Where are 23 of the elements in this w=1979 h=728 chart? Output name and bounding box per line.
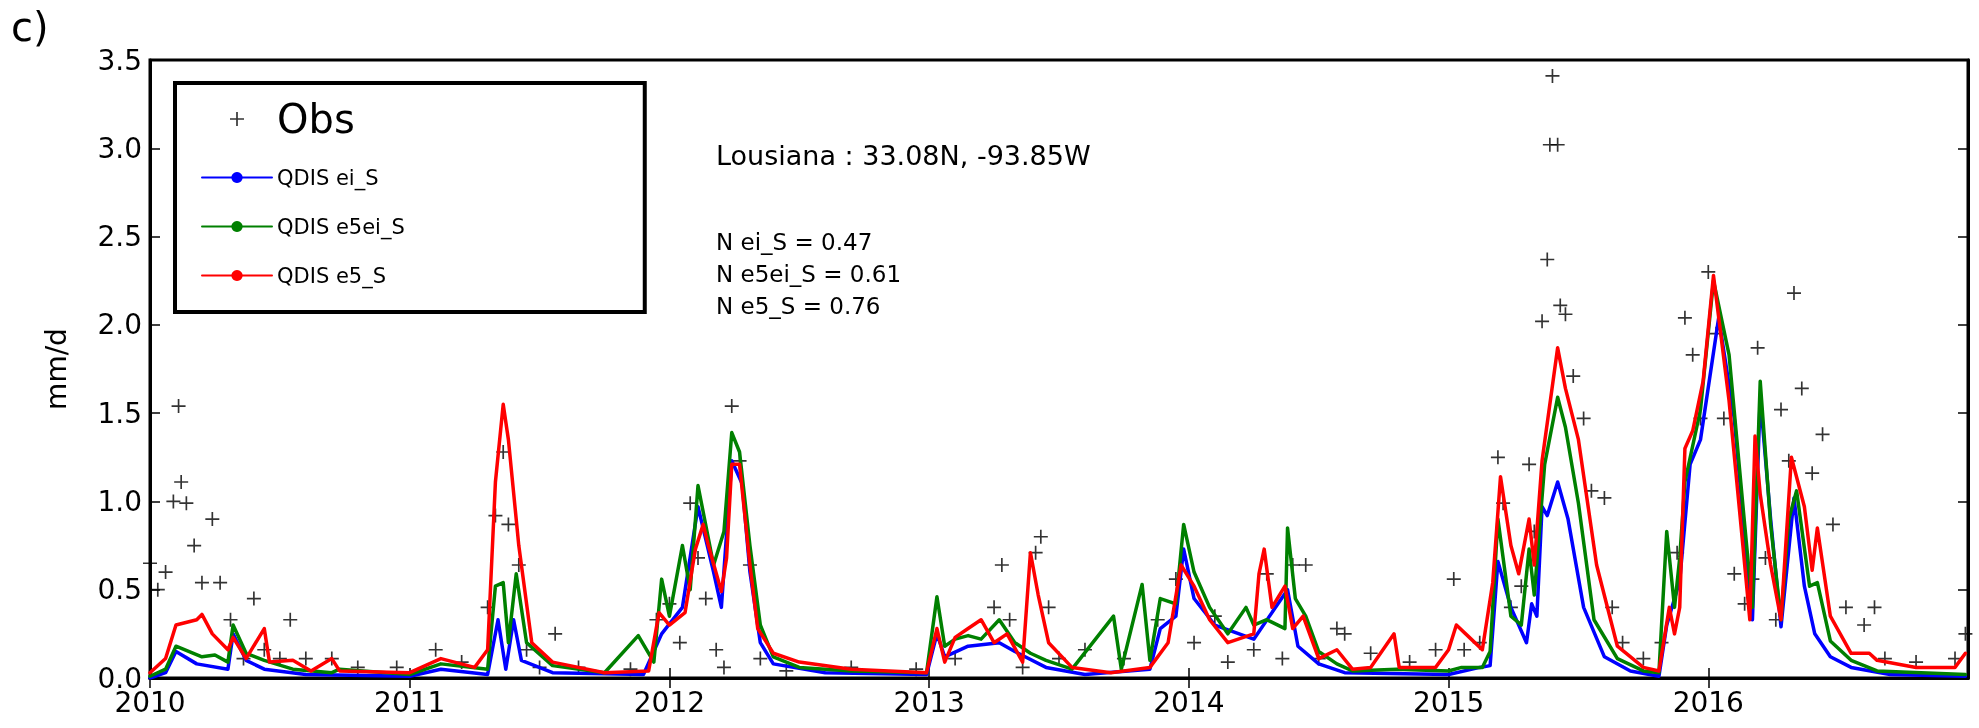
y-tick-label: 3.5 [97,43,142,77]
x-tick-label: 2015 [1412,685,1485,719]
annotation: N e5_S = 0.76 [716,292,881,319]
annotation: Lousiana : 33.08N, -93.85W [716,140,1091,171]
x-tick-label: 2011 [374,685,446,719]
y-axis-title: mm/d [39,328,73,410]
x-tick-label: 2013 [893,685,965,719]
x-tick-label: 2012 [633,685,706,719]
y-tick-label: 1.0 [97,484,142,518]
legend-label: QDIS ei_S [277,165,379,191]
y-tick-label: 3.0 [97,131,142,165]
y-tick-label: 1.5 [97,396,142,430]
legend-label: QDIS e5ei_S [277,214,405,240]
y-tick-label: 0.5 [97,573,142,607]
legend-label: QDIS e5_S [277,263,387,289]
x-tick-label: 2014 [1153,685,1225,719]
x-tick-label: 2016 [1672,685,1744,719]
chart-title: c) [11,4,49,50]
annotation: N ei_S = 0.47 [716,228,873,255]
legend-label: Obs [277,96,355,142]
annotation: N e5ei_S = 0.61 [716,260,902,287]
y-tick-label: 2.0 [97,308,142,342]
y-tick-label: 2.5 [97,220,142,254]
